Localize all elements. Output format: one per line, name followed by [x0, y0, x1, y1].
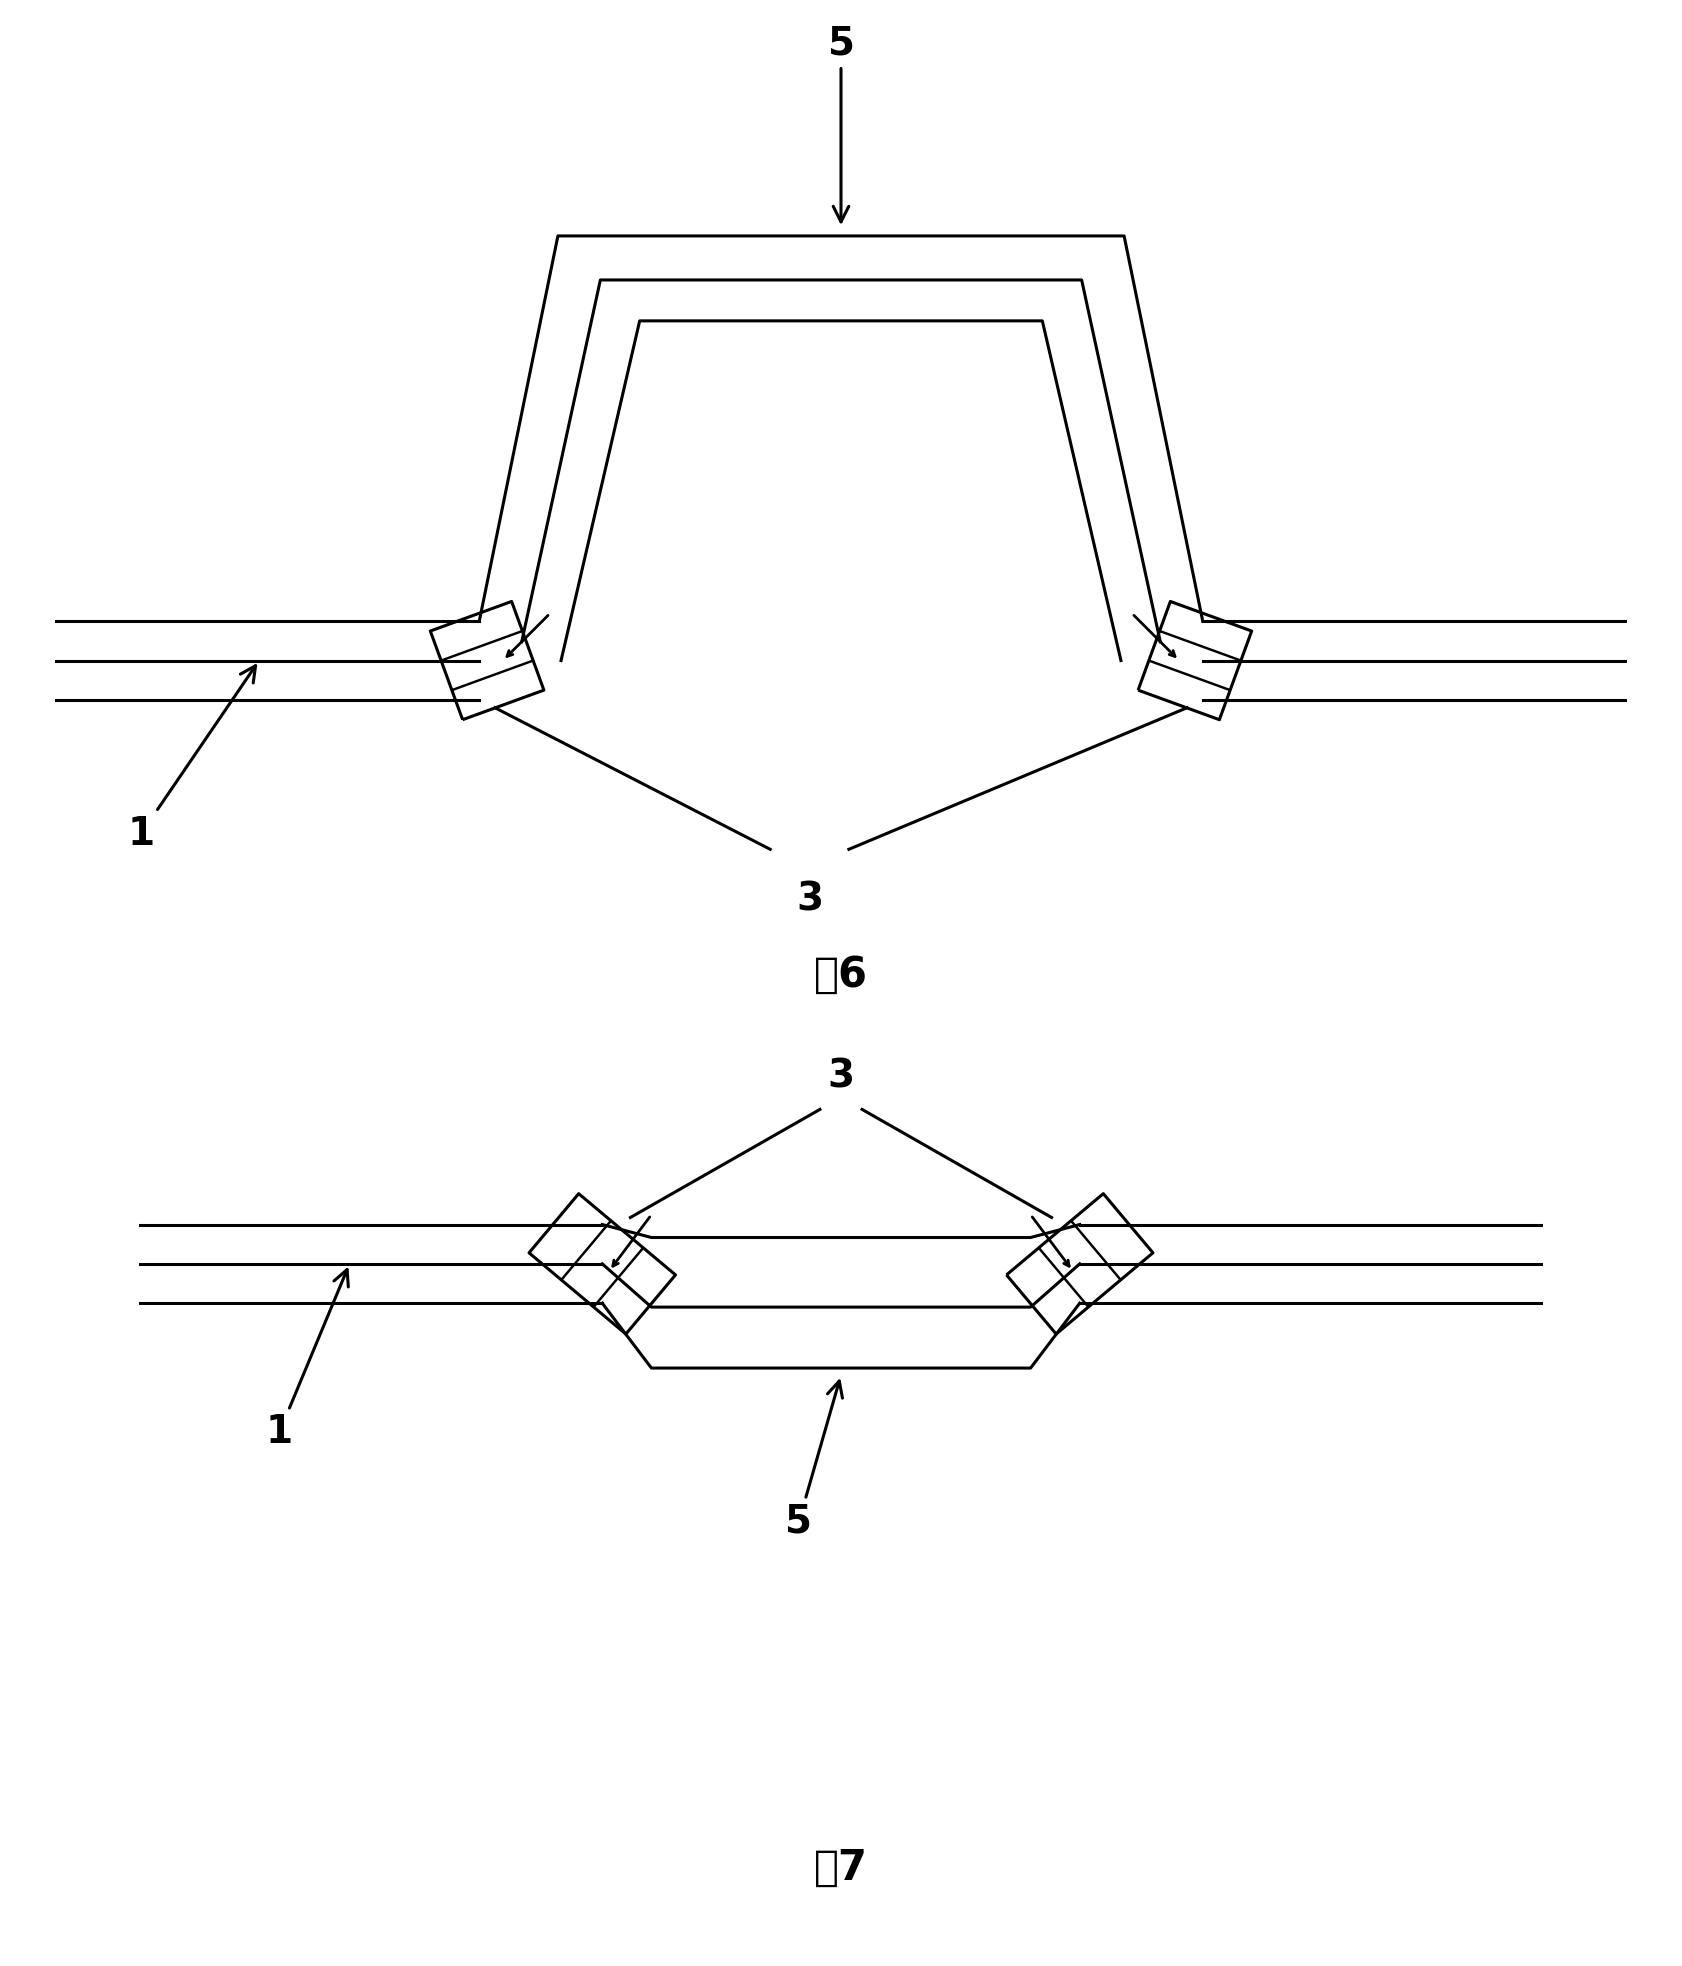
Text: 3: 3	[796, 881, 822, 918]
Text: 5: 5	[828, 26, 854, 222]
Text: 5: 5	[785, 1380, 843, 1541]
Text: 1: 1	[266, 1270, 348, 1451]
Text: 3: 3	[828, 1058, 854, 1095]
Text: 1: 1	[128, 666, 256, 853]
Text: 图6: 图6	[814, 954, 868, 997]
Text: 图7: 图7	[814, 1846, 868, 1889]
